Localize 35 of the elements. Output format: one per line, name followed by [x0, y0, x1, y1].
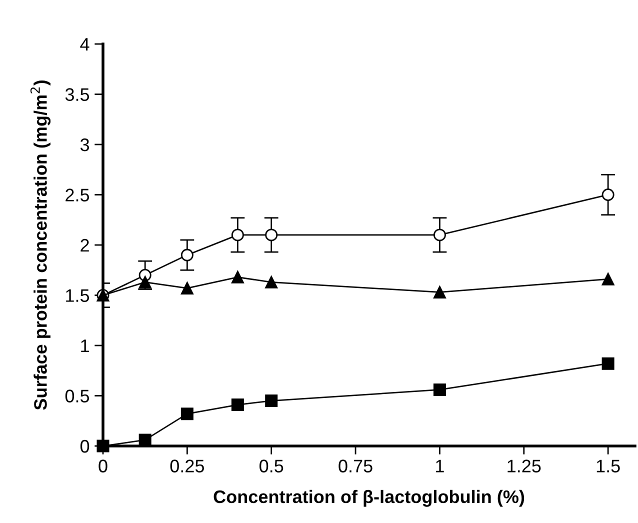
point	[265, 394, 278, 408]
point	[180, 408, 194, 420]
y-tick-label: 0	[80, 440, 90, 453]
x-tick-label: 0	[98, 460, 108, 472]
point	[433, 383, 446, 396]
y-tick-label: 1.5	[66, 289, 90, 302]
y-axis-title: Surface protein concentration (mg/m$^{2}$)	[30, 80, 51, 410]
point	[231, 398, 244, 412]
x-tick-label: 1.25	[508, 460, 541, 472]
y-tick-label: 4	[80, 38, 90, 51]
point	[138, 434, 152, 446]
y-tick-label: 3.5	[65, 88, 90, 101]
y-tick-label: 0.5	[65, 390, 90, 402]
x-tick-label: 0.75	[338, 460, 372, 472]
point	[602, 272, 614, 286]
point	[602, 357, 614, 370]
x-tick-label: 0.5	[260, 460, 284, 472]
y-tick-label: 3	[80, 138, 90, 152]
y-tick-label: 2.5	[66, 188, 90, 202]
point	[602, 188, 614, 201]
point	[231, 228, 244, 242]
x-tick-label: 1.5	[596, 460, 620, 472]
point	[265, 276, 278, 288]
y-tick-label: 1	[81, 340, 89, 352]
x-tick-label: 0.25	[170, 460, 204, 472]
point	[138, 276, 152, 288]
x-tick-label: 1	[436, 460, 444, 472]
point	[265, 228, 278, 242]
point	[433, 228, 446, 242]
point	[180, 248, 194, 262]
y-tick-label: 2	[80, 238, 89, 252]
point	[433, 286, 446, 298]
point	[231, 270, 244, 284]
x-axis-title: Concentration of β-lactoglobulin (%)	[214, 490, 524, 507]
point	[180, 282, 194, 294]
